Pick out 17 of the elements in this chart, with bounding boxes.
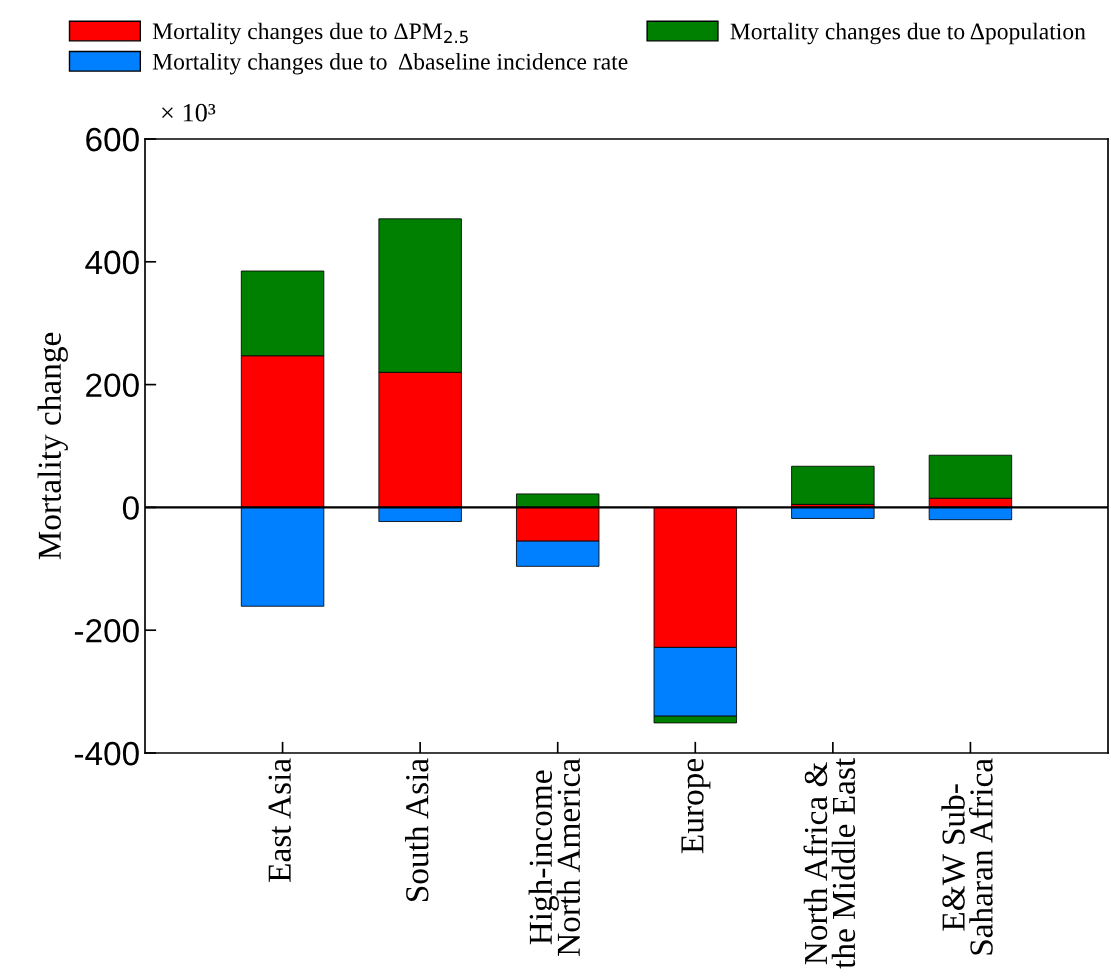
y-tick-label: 200: [86, 373, 139, 398]
x-tick-label: Europe: [681, 759, 711, 854]
y-tick-label: -400: [74, 741, 139, 766]
x-tick-label: South Asia: [405, 758, 429, 902]
x-tick-label: E&W Sub- Saharan Africa: [941, 758, 993, 955]
x-tick-label: North Africa & the Middle East: [803, 758, 856, 969]
y-tick-label: 0: [122, 496, 139, 520]
y-tick-label: 400: [85, 250, 139, 275]
text: × 10³: [162, 103, 216, 122]
y-tick-label: -200: [74, 619, 139, 643]
x-tick-label: High-income North America: [528, 758, 581, 956]
x-tick-label: East Asia: [268, 758, 291, 882]
legend-label: Mortality changes due to Δbaseline incidence rate: [152, 53, 628, 75]
y-axis-title: Mortality change: [37, 332, 68, 560]
y-tick-label: 600: [86, 127, 139, 152]
legend-label: Mortality changes due to ΔPM$_{2.5}$: [152, 22, 468, 45]
legend-label: Mortality changes due to Δpopulation: [730, 22, 1086, 45]
